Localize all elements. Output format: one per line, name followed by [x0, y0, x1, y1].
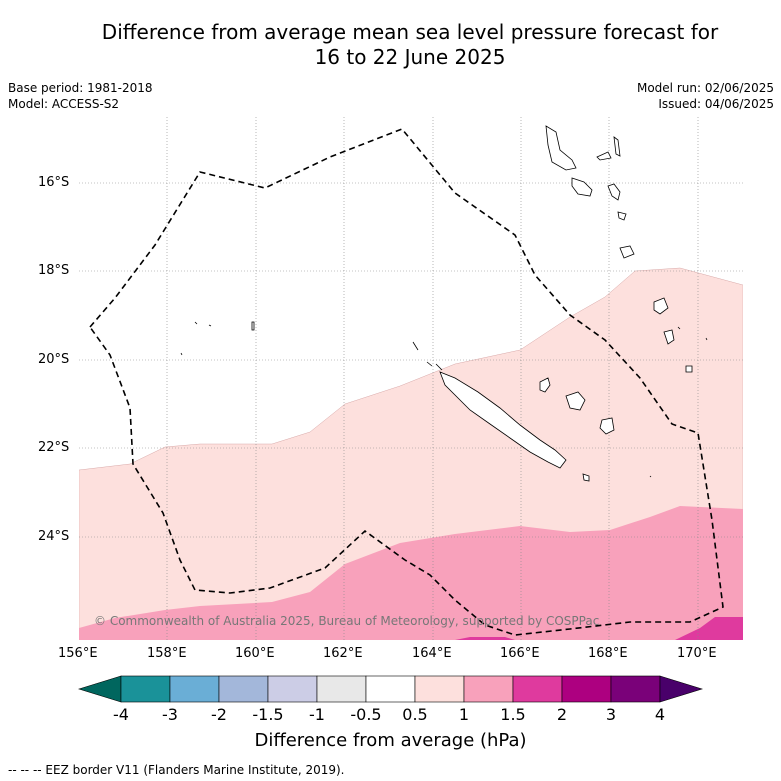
lon-label: 168°E: [588, 646, 628, 661]
colorbar-segment: [218, 675, 269, 703]
colorbar-title: Difference from average (hPa): [254, 730, 527, 751]
issued-date: Issued: 04/06/2025: [658, 97, 774, 111]
colorbar-segment: [267, 675, 318, 703]
vanuatu-island-erromango: [653, 297, 669, 315]
colorbar-tick: -2: [211, 705, 227, 724]
vanuatu-island-maewo: [613, 136, 621, 157]
isle-of-pines: [582, 473, 590, 482]
colorbar-segment: [120, 675, 171, 703]
chesterfield-islets: [412, 341, 443, 371]
lon-label: 170°E: [677, 646, 717, 661]
colorbar-segment: [512, 675, 563, 703]
copyright-notice: © Commonwealth of Australia 2025, Bureau…: [94, 614, 600, 628]
colorbar-tick: 3: [605, 705, 617, 724]
vanuatu-island-epi: [617, 211, 627, 221]
lon-label: 158°E: [147, 646, 187, 661]
colorbar-tick: 1.5: [500, 705, 526, 724]
map-title-line2: 16 to 22 June 2025: [314, 45, 506, 69]
new-caledonia-island: [439, 371, 567, 469]
lat-label: 20°S: [38, 352, 70, 367]
loyalty-island-ouvea: [539, 377, 551, 393]
colorbar-tick: -3: [162, 705, 178, 724]
loyalty-island-mare: [599, 417, 615, 435]
colorbar-extend-low: [77, 675, 122, 703]
colorbar-tick: 1: [458, 705, 470, 724]
colorbar-segment: [365, 675, 416, 703]
lon-label: 164°E: [412, 646, 452, 661]
eez-border: [88, 128, 724, 636]
anomaly-band-1-1.5: [79, 506, 743, 640]
colorbar-tick: 2: [556, 705, 568, 724]
base-period: Base period: 1981-2018: [8, 81, 153, 95]
lon-label: 156°E: [58, 646, 98, 661]
colorbar-segment: [414, 675, 465, 703]
lon-label: 162°E: [323, 646, 363, 661]
colorbar-tick: 0.5: [402, 705, 428, 724]
lat-label: 22°S: [38, 440, 70, 455]
vanuatu-island-tanna: [663, 329, 675, 345]
colorbar-segment: [316, 675, 367, 703]
lon-label: 160°E: [235, 646, 275, 661]
colorbar-tick: -0.5: [350, 705, 382, 724]
vanuatu-island-aneityum: [685, 365, 693, 373]
lat-label: 18°S: [38, 263, 70, 278]
vanuatu-island-espiritu-santo: [545, 125, 577, 171]
gridlines: [79, 117, 743, 640]
colorbar-tick: -4: [113, 705, 129, 724]
map-title-line1: Difference from average mean sea level p…: [101, 20, 719, 44]
colorbar-segment: [610, 675, 661, 703]
small-reef-islets: [180, 321, 708, 478]
colorbar-segment: [463, 675, 514, 703]
vanuatu-island-malakula: [571, 177, 593, 197]
vanuatu-island-ambae: [596, 151, 612, 161]
colorbar: [77, 675, 704, 703]
colorbar-segment: [169, 675, 220, 703]
colorbar-tick: -1: [309, 705, 325, 724]
colorbar-tick: -1.5: [252, 705, 284, 724]
eez-footnote: -- -- -- EEZ border V11 (Flanders Marine…: [8, 763, 345, 777]
model-run: Model run: 02/06/2025: [636, 81, 774, 95]
anomaly-band-1.5-2-south: [455, 637, 515, 640]
vanuatu-island-efate: [619, 245, 635, 259]
colorbar-segment: [561, 675, 612, 703]
lat-label: 16°S: [38, 175, 70, 190]
colorbar-extend-high: [659, 675, 704, 703]
anomaly-band-1.5-2: [675, 617, 743, 640]
model-name: Model: ACCESS-S2: [8, 97, 120, 111]
colorbar-tick: 4: [654, 705, 666, 724]
lat-label: 24°S: [38, 529, 70, 544]
loyalty-island-lifou: [565, 391, 586, 411]
lon-label: 166°E: [500, 646, 540, 661]
vanuatu-island-pentecost: [607, 183, 621, 201]
